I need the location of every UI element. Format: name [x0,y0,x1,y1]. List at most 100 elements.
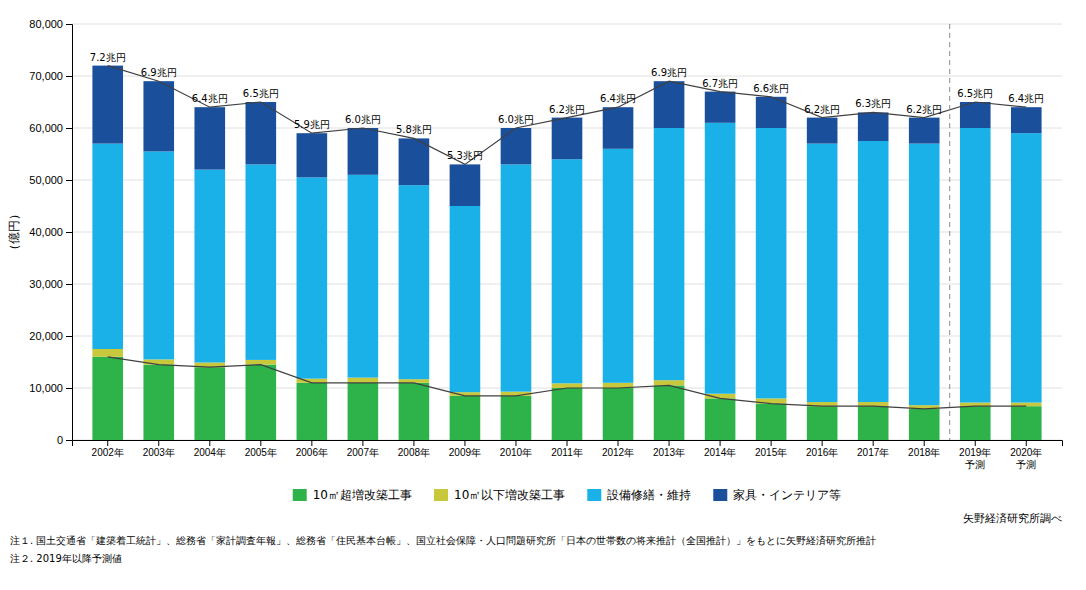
legend-item: 10㎡超増改築工事 [293,488,412,502]
x-axis: 2002年 2003年 2004年 2005年 2006年 2007年 2008年 2009年… [73,440,1063,470]
tick: 2012年 [602,440,634,458]
bar [501,128,532,164]
tick: 50,000 [29,174,72,186]
bar [654,385,685,440]
note: 注２. 2019年以降予測値 [10,553,122,564]
tick-label: 2020年予測 [1010,447,1042,470]
data-labels: 7.2兆円6.9兆円6.4兆円6.5兆円5.9兆円6.0兆円5.8兆円5.3兆円… [90,52,1044,162]
tick: 2010年 [500,440,532,458]
tick: 2019年予測 [959,440,991,470]
bar [1011,406,1042,440]
tick-label: 10,000 [29,382,63,394]
tick-label: 0 [57,434,63,446]
tick-label: 2008年 [398,447,430,458]
tick-label: 2006年 [296,447,328,458]
data-label: 6.9兆円 [141,67,177,78]
tick-label-line: 2012年 [602,447,634,458]
tick-mark [209,440,210,446]
bar [92,349,123,357]
legend-item: 10㎡以下増改築工事 [434,488,565,502]
bar [960,128,991,403]
tick-label-line: 2014年 [704,447,736,458]
bar [501,396,532,440]
tick-label-line: 予測 [1016,459,1036,470]
bar [450,206,481,392]
tick-label: 2016年 [806,447,838,458]
tick: 0 [57,434,72,446]
tick-label: 2014年 [704,447,736,458]
grid-line [72,76,1062,77]
tick-mark [66,336,72,337]
data-label: 6.4兆円 [600,93,636,104]
tick: 30,000 [29,278,72,290]
tick-label: 40,000 [29,226,63,238]
tick: 2014年 [704,440,736,458]
marks [92,24,1041,440]
tick-label-line: 2013年 [653,447,685,458]
axis-line [66,25,73,441]
tick-label-line: 2010年 [500,447,532,458]
tick-label: 2007年 [347,447,379,458]
tick-label: 2004年 [194,447,226,458]
bar [909,118,940,144]
data-label: 6.9兆円 [651,67,687,78]
bar [143,365,174,440]
forecast-line [949,24,950,440]
grid-line [72,24,1062,25]
tick-label: 2019年予測 [959,447,991,470]
bar [552,383,583,388]
bar [194,107,225,169]
bar [92,66,123,144]
bar [399,383,430,440]
bar [143,81,174,151]
tick-label-line: 2003年 [143,447,175,458]
data-label: 6.5兆円 [957,88,993,99]
tick-label: 2002年 [92,447,124,458]
tick: 2008年 [398,440,430,458]
line [108,357,1027,409]
data-label: 5.8兆円 [396,124,432,135]
tick-mark [771,440,772,446]
tick: 2017年 [857,440,889,458]
bar [858,112,889,141]
line [108,66,1027,165]
tick: 2009年 [449,440,481,458]
bar [603,149,634,383]
bar [297,177,328,378]
tick-mark [260,440,261,446]
bar [450,396,481,440]
tick: 2016年 [806,440,838,458]
tick-mark [1026,440,1027,446]
tick-mark [618,440,619,446]
bar [654,81,685,128]
tick-mark [924,440,925,446]
tick-label-line: 2006年 [296,447,328,458]
tick-mark [158,440,159,446]
tick: 80,000 [29,18,72,30]
tick: 2006年 [296,440,328,458]
tick-label-line: 2005年 [245,447,277,458]
bar-series [92,66,1041,206]
bar [756,404,787,440]
tick-label: 70,000 [29,70,63,82]
tick-mark [464,440,465,446]
tick: 2018年 [908,440,940,458]
tick-label: 80,000 [29,18,63,30]
bar [858,406,889,440]
data-label: 7.2兆円 [90,52,126,63]
tick-label: 2005年 [245,447,277,458]
legend-swatch [587,489,601,501]
bar [194,367,225,440]
tick-label: 20,000 [29,330,63,342]
bar [807,118,838,144]
tick-mark [362,440,363,446]
tick-mark [515,440,516,446]
tick: 60,000 [29,122,72,134]
legend-item: 家具・インテリア等 [713,488,841,502]
tick-mark [720,440,721,446]
tick-mark [66,24,72,25]
tick-mark [413,440,414,446]
tick-label: 2003年 [143,447,175,458]
bar [552,159,583,383]
tick-mark [66,232,72,233]
